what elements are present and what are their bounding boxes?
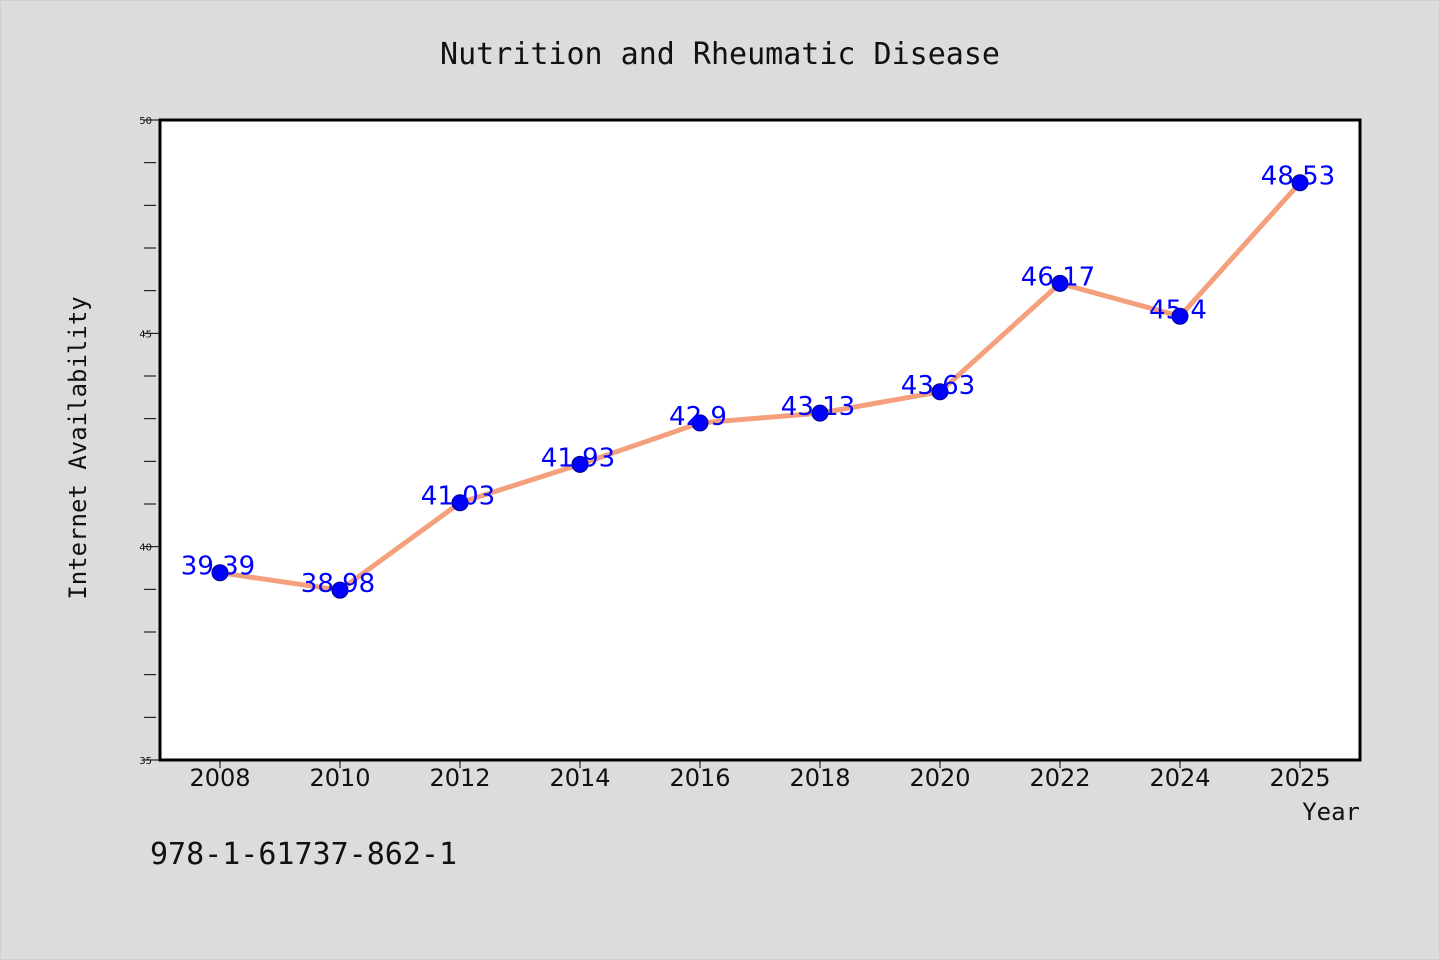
data-point <box>1291 174 1309 192</box>
data-point <box>331 581 349 599</box>
x-axis: 2008 2010 2012 2014 2016 2018 2020 2022 2024 2025 <box>189 760 1331 792</box>
x-tick-label: 2024 <box>1149 764 1210 792</box>
data-label: 38.98 <box>301 569 375 599</box>
y-axis: 35 40 45 50 <box>139 116 160 767</box>
x-axis-title: Year <box>1302 798 1360 826</box>
data-label: 41.93 <box>541 443 615 473</box>
data-labels: 39.39 38.98 41.03 41.93 42.9 43.13 43.63 46.17 4… <box>181 162 1335 599</box>
y-tick-label: 50 <box>139 116 152 127</box>
data-point <box>211 564 229 582</box>
data-point <box>571 455 589 473</box>
x-tick-label: 2008 <box>189 764 250 792</box>
data-point <box>811 404 829 422</box>
x-tick-label: 2012 <box>429 764 490 792</box>
x-tick-label: 2025 <box>1269 764 1330 792</box>
y-tick-label: 40 <box>139 543 152 554</box>
y-tick-label: 35 <box>139 756 152 767</box>
plot-border <box>158 118 1362 762</box>
y-tick-label: 45 <box>139 329 152 340</box>
x-tick-label: 2018 <box>789 764 850 792</box>
series-line <box>219 181 1302 593</box>
data-label: 45.4 <box>1149 295 1207 325</box>
data-label: 39.39 <box>181 552 255 582</box>
data-label: 42.9 <box>669 402 727 432</box>
data-point <box>931 383 949 401</box>
y-minor-ticks <box>144 162 156 718</box>
data-label: 43.13 <box>781 392 855 422</box>
data-point <box>451 494 469 512</box>
x-tick-label: 2022 <box>1029 764 1090 792</box>
x-tick-label: 2010 <box>309 764 370 792</box>
x-tick-label: 2020 <box>909 764 970 792</box>
y-axis-title: Internet Availability <box>64 296 92 599</box>
data-markers <box>211 174 1309 599</box>
data-point <box>1051 274 1069 292</box>
data-label: 48.53 <box>1261 162 1335 192</box>
x-tick-label: 2014 <box>549 764 610 792</box>
data-label: 46.17 <box>1021 262 1095 292</box>
x-tick-label: 2016 <box>669 764 730 792</box>
data-label: 41.03 <box>421 482 495 512</box>
chart-title: Nutrition and Rheumatic Disease <box>440 37 1000 72</box>
data-point <box>1171 307 1189 325</box>
isbn-footer: 978-1-61737-862-1 <box>150 837 457 872</box>
data-label: 43.63 <box>901 371 975 401</box>
data-point <box>691 414 709 432</box>
plot-area <box>160 120 1360 760</box>
